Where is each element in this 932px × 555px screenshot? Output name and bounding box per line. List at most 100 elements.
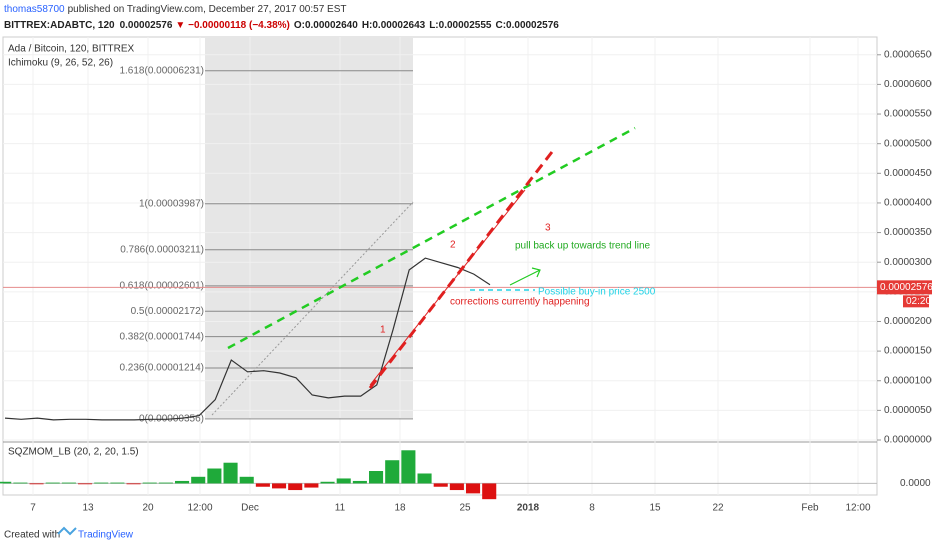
ohlc-line: BITTREX:ADABTC, 120 0.00002576 ▼ −0.000001… (4, 20, 559, 31)
published: published on TradingView.com, December 2… (68, 4, 347, 15)
change: ▼ −0.00000118 (−4.38%) (175, 20, 289, 31)
momentum-bar (94, 482, 109, 484)
open: O:0.00002640 (294, 20, 358, 31)
y-tick-label: 0.00006500 (884, 49, 932, 60)
momentum-bar (207, 468, 222, 484)
momentum-bar (158, 482, 173, 484)
momentum-bar (336, 478, 351, 484)
momentum-bar (61, 482, 76, 484)
x-tick-label: 7 (30, 503, 36, 514)
annotation: 2 (450, 240, 456, 251)
momentum-bar (0, 481, 12, 484)
fib-label: 1.618(0.00006231) (119, 65, 204, 76)
price-tag: 0.00002576 (880, 282, 932, 293)
momentum-bar (320, 481, 335, 484)
y-tick-label: 0.00004000 (884, 198, 932, 209)
y-tick-label: 0.00001500 (884, 346, 932, 357)
x-tick-label: 12:00 (845, 503, 870, 514)
y-tick-label: 0.00000500 (884, 405, 932, 416)
momentum-bar (191, 476, 206, 484)
fib-label: 1(0.00003987) (139, 198, 204, 209)
momentum-bar (466, 483, 481, 494)
x-tick-label: Feb (801, 503, 819, 514)
x-tick-label: 25 (459, 503, 471, 514)
y-tick-label: 0.00005500 (884, 109, 932, 120)
momentum-title: SQZMOM_LB (20, 2, 20, 1.5) (8, 447, 139, 458)
x-tick-label: 15 (649, 503, 661, 514)
momentum-bar (482, 483, 497, 500)
x-tick-label: 13 (82, 503, 94, 514)
momentum-bar (352, 480, 367, 484)
fib-label: 0.236(0.00001214) (119, 363, 204, 374)
symbol: BITTREX:ADABTC, 120 (4, 20, 115, 31)
momentum-bar (385, 460, 400, 484)
logo (57, 526, 77, 536)
countdown-bg (903, 295, 929, 308)
x-tick-label: 22 (712, 503, 724, 514)
momentum-bar (239, 476, 254, 484)
y-tick-label: 0.00001000 (884, 375, 932, 386)
momentum-bar (417, 473, 432, 484)
low: L:0.00002555 (429, 20, 492, 31)
countdown: 02:20 (906, 296, 931, 307)
momentum-bar (449, 483, 464, 491)
shaded-range (205, 37, 413, 418)
y-tick-label: 0.00005000 (884, 138, 932, 149)
fib-label: 0.618(0.00002601) (119, 280, 204, 291)
y-tick-label: 0.00002000 (884, 316, 932, 327)
fib-label: 0.5(0.00002172) (131, 306, 204, 317)
momentum-bar (223, 462, 238, 484)
price-line (4, 257, 491, 421)
fib-diagonal (211, 201, 414, 416)
chart-title: Ada / Bitcoin, 120, BITTREX (8, 44, 134, 55)
momentum-bar (304, 483, 319, 488)
y-tick-label: 0.00003000 (884, 257, 932, 268)
plot: 0.00000000 0.00000500 0.00001000 0.00001500… (0, 49, 932, 514)
momentum-bar (110, 482, 125, 484)
momentum-bar (369, 471, 384, 484)
y-tick-label: 0.00000000 (884, 435, 932, 446)
close: C:0.00002576 (495, 20, 559, 31)
footer-created: Created with (4, 530, 60, 541)
x-tick-label: 11 (335, 503, 346, 514)
high: H:0.00002643 (362, 20, 426, 31)
momentum-bar (272, 483, 287, 489)
annotation: pull back up towards trend line (515, 241, 651, 252)
x-tick-label: 20 (142, 503, 154, 514)
price: 0.00002576 (120, 20, 173, 31)
arrow-green (509, 267, 541, 286)
price-tag-bg (877, 280, 932, 295)
footer-brand[interactable]: TradingView (78, 530, 134, 541)
header-line: thomas58700 published on TradingView.com,… (4, 4, 347, 15)
annotation: Possible buy-in price 2500 (538, 287, 656, 298)
indicator-label: Ichimoku (9, 26, 52, 26) (8, 58, 113, 69)
momentum-bar (401, 450, 416, 484)
momentum-bar (433, 483, 448, 487)
momentum-bar (45, 482, 60, 484)
annotation: 3 (545, 223, 551, 234)
x-tick-label: 8 (589, 503, 595, 514)
momentum-bar (175, 480, 190, 484)
trend-green (227, 126, 636, 350)
momentum-bar (29, 483, 44, 485)
publisher[interactable]: thomas58700 (4, 4, 65, 15)
fib-label: 0.786(0.00003211) (120, 244, 204, 255)
annotation: 1 (380, 325, 386, 336)
arrow-red (369, 189, 526, 386)
momentum-bar (142, 482, 157, 484)
y-tick-label: 0.00003500 (884, 227, 932, 238)
x-tick-label: 18 (394, 503, 406, 514)
fib-label: 0.382(0.00001744) (119, 331, 204, 342)
momentum-bar (288, 483, 303, 491)
momentum-bar (13, 482, 28, 484)
annotation: corrections currently happening (450, 297, 590, 308)
momentum-tick-label: 0.0000 (900, 478, 931, 489)
pane-frame (2, 36, 878, 496)
x-tick-label: 2018 (517, 503, 540, 514)
momentum-bar (255, 483, 270, 487)
grid (3, 37, 877, 495)
x-tick-label: 12:00 (187, 503, 212, 514)
